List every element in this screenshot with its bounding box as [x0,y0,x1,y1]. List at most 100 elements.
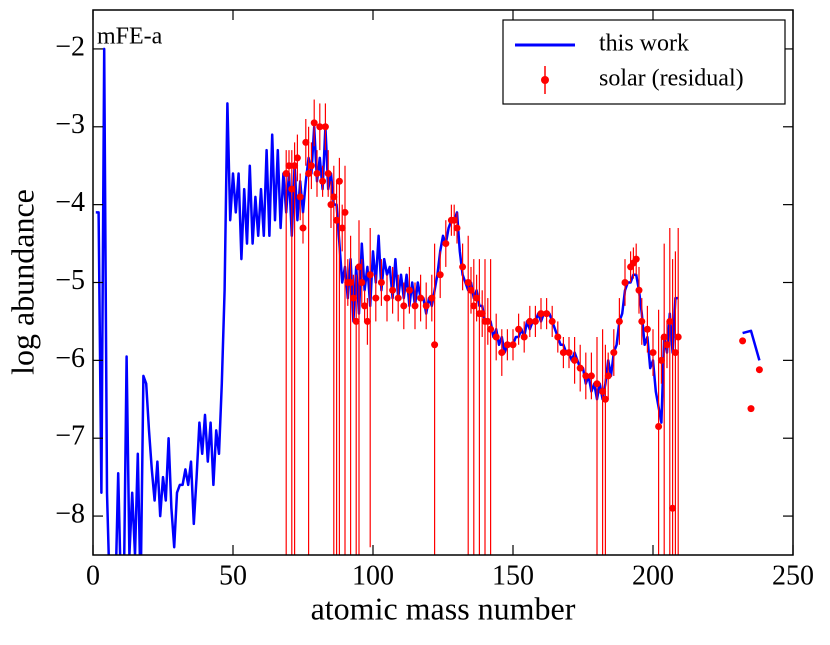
data-point [417,294,425,302]
x-tick-label: 200 [632,560,674,591]
data-point [755,366,763,374]
data-point [492,333,500,341]
data-point [470,302,478,310]
data-point [400,302,408,310]
data-point [324,170,332,177]
data-point [349,294,357,302]
data-point [291,162,299,170]
data-point [383,294,391,302]
data-point [377,279,385,286]
data-point [431,341,439,349]
data-point [330,193,338,201]
y-tick-label: −4 [55,187,85,218]
data-point [537,310,545,318]
data-layer [95,47,763,555]
data-point [288,185,296,193]
y-tick-label: −8 [55,498,85,529]
data-point [621,279,629,286]
data-point [610,349,618,357]
data-point [333,216,341,224]
data-point [548,317,556,325]
x-tick-label: 0 [86,560,100,591]
data-point [632,255,640,263]
data-point [554,333,562,341]
y-tick-label: −5 [55,265,85,296]
data-point [310,119,318,127]
legend-label: this work [599,31,689,57]
data-point [635,286,643,294]
data-point [503,341,511,349]
data-point [293,154,301,162]
data-point [363,317,371,325]
data-point [366,271,374,279]
data-point [296,193,304,201]
x-axis-label: atomic mass number [311,590,576,626]
data-point [453,224,461,232]
data-point [484,317,492,325]
data-point [498,349,506,357]
data-point [601,395,609,403]
data-point [428,294,436,302]
data-point [509,341,517,349]
data-point [394,294,402,302]
annotation: mFE-a [97,24,163,50]
y-tick-label: −7 [55,421,85,452]
data-point [442,240,450,248]
x-tick-label: 100 [352,560,394,591]
data-point [313,170,321,177]
data-point [327,201,335,209]
data-point [657,356,665,364]
data-point [436,271,444,279]
data-point [316,123,324,131]
y-tick-label: −6 [55,343,85,374]
data-point [571,356,579,364]
data-point [335,177,343,185]
x-tick-label: 250 [772,560,814,591]
data-point [341,208,349,216]
data-point [531,317,539,325]
data-point [347,279,355,286]
data-point [302,138,310,146]
data-point [638,317,646,325]
data-point [666,317,674,325]
data-point [663,341,671,349]
legend-label: solar (residual) [599,66,744,92]
data-point [565,349,573,357]
legend-swatch [541,76,549,84]
data-point [515,325,523,333]
data-point [520,333,528,341]
data-point [467,286,475,294]
data-point [355,263,363,271]
data-point [321,123,329,131]
y-tick-label: −3 [55,109,85,140]
data-point [543,310,551,318]
data-point [358,279,366,286]
data-point [643,325,651,333]
data-point [464,279,472,286]
data-point [285,162,293,170]
data-point [372,294,380,302]
x-tick-label: 150 [492,560,534,591]
data-point [450,216,458,224]
data-point [649,349,657,357]
data-point [660,333,668,341]
data-point [338,224,346,232]
data-point [307,162,315,170]
data-point [473,294,481,302]
data-point [319,177,327,185]
y-tick-label: −2 [55,31,85,62]
data-point [526,317,534,325]
data-point [361,302,369,310]
data-point [389,286,397,294]
data-point [582,372,590,380]
data-point [487,325,495,333]
data-point [599,388,607,395]
data-point [405,286,413,294]
data-point [747,405,755,413]
data-point [674,333,682,341]
data-point [615,317,623,325]
data-point [352,317,360,325]
data-point [559,349,567,357]
data-point [576,364,584,372]
